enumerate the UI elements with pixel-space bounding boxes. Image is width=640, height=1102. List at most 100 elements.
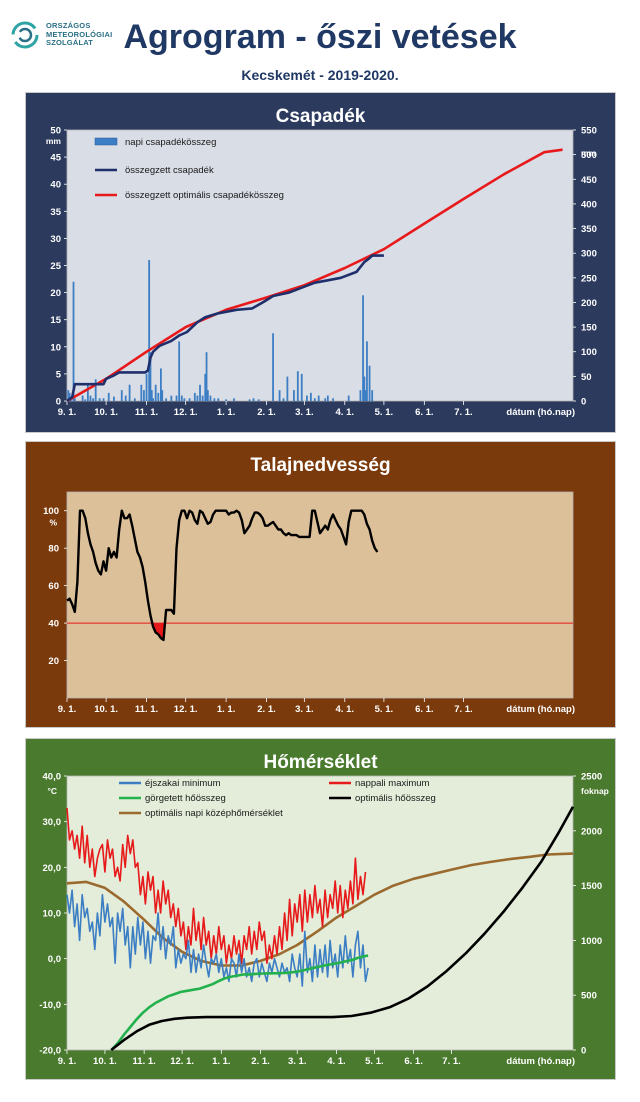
daily-precip-bar <box>68 392 71 401</box>
x-tick-label: 5. 1. <box>375 407 394 418</box>
daily-precip-bar <box>347 395 350 401</box>
daily-precip-bar <box>233 398 235 401</box>
y-tick-label: 60 <box>48 581 59 592</box>
y2-tick-label: 50 <box>581 372 592 383</box>
x-tick-label: 9. 1. <box>58 407 77 418</box>
x-axis-label: dátum (hó.nap) <box>506 407 575 418</box>
daily-precip-bar <box>359 390 362 401</box>
y2-tick-label: 350 <box>581 224 597 235</box>
y-tick-label: 10,0 <box>43 909 62 920</box>
x-axis-label: dátum (hó.nap) <box>506 704 575 715</box>
daily-precip-bar <box>201 395 204 401</box>
y-tick-label: 5 <box>56 369 62 380</box>
daily-precip-bar <box>102 398 105 401</box>
logo-line-3: SZOLGÁLAT <box>46 38 94 47</box>
y2-tick-label: 250 <box>581 273 597 284</box>
y2-axis-unit: mm <box>581 148 597 158</box>
y-tick-label: 15 <box>50 315 61 326</box>
daily-precip-bar <box>183 398 186 401</box>
daily-precip-bar <box>300 373 303 401</box>
daily-precip-bar <box>252 398 255 401</box>
x-tick-label: 12. 1. <box>174 704 198 715</box>
y-tick-label: 0,0 <box>48 954 61 965</box>
daily-precip-bar <box>84 399 87 401</box>
temperature-chart: Hőmérséklet -20,0 -10,0 0,0 10,0 20,0 30,0 40,0… <box>25 738 616 1080</box>
daily-precip-bar <box>140 384 143 401</box>
legend-label-3: optimális hőösszeg <box>355 793 436 804</box>
y-tick-label: 0 <box>56 397 61 408</box>
x-axis-label: dátum (hó.nap) <box>506 1056 575 1067</box>
y2-tick-label: 450 <box>581 175 597 186</box>
y2-tick-label: 0 <box>581 1046 586 1057</box>
legend-label-daily: napi csapadékösszeg <box>125 137 216 148</box>
x-tick-label: 7. 1. <box>454 407 473 418</box>
y-tick-label: 40 <box>48 619 59 630</box>
plot-area <box>66 775 574 1051</box>
daily-precip-bar <box>193 392 196 401</box>
daily-precip-bar <box>293 390 295 401</box>
x-tick-label: 2. 1. <box>251 1056 269 1067</box>
legend-label-cumulative: összegzett csapadék <box>125 165 214 176</box>
daily-precip-bar <box>124 395 127 401</box>
x-tick-label: 4. 1. <box>327 1056 346 1067</box>
panel-border <box>25 92 616 433</box>
y-tick-label: 50 <box>50 126 61 137</box>
x-tick-label: 1. 1. <box>217 407 236 418</box>
daily-precip-bar <box>278 390 281 401</box>
daily-precip-bar <box>107 392 110 401</box>
y-tick-label: -20,0 <box>39 1046 61 1057</box>
x-tick-label: 12. 1. <box>170 1056 194 1067</box>
soil-moisture-chart: Talajnedvesség 20 40 60 80 100% 9. 1. 10. 1. 11.… <box>25 441 616 728</box>
y-tick-label: 45 <box>50 153 61 164</box>
chart-title: Hőmérséklet <box>263 752 378 773</box>
precipitation-chart-panel: Csapadék 0 5 10 15 20 25 30 35 40 45 50 mm 0 50 100 150 2… <box>25 92 616 433</box>
daily-precip-bar <box>133 398 136 401</box>
x-tick-label: 3. 1. <box>288 1056 307 1067</box>
daily-precip-bar <box>94 379 97 401</box>
y2-tick-label: 1500 <box>581 881 602 892</box>
logo-line-1: ORSZÁGOS <box>46 21 91 30</box>
daily-precip-bar <box>175 395 178 401</box>
panel-border <box>25 441 616 728</box>
daily-precip-bar <box>89 395 92 401</box>
y-axis-unit: % <box>49 518 57 528</box>
x-tick-label: 10. 1. <box>94 704 118 715</box>
x-tick-label: 10. 1. <box>94 407 118 418</box>
x-tick-label: 3. 1. <box>295 704 314 715</box>
cumulative-precip-line <box>66 254 384 403</box>
x-tick-label: 2. 1. <box>257 407 276 418</box>
y-tick-label: 30 <box>50 234 61 245</box>
y-tick-label: 40,0 <box>43 772 62 783</box>
x-tick-label: 9. 1. <box>58 704 77 715</box>
y-axis-unit: mm <box>46 136 62 146</box>
legend-label-4: optimális napi középhőmérséklet <box>145 808 283 819</box>
daily-precip-bar <box>148 260 151 401</box>
x-tick-label: 1. 1. <box>217 704 236 715</box>
x-tick-label: 6. 1. <box>415 704 434 715</box>
legend-label-1: nappali maximum <box>355 778 430 789</box>
y-tick-label: 20 <box>50 288 61 299</box>
y2-tick-label: 400 <box>581 199 597 210</box>
x-tick-label: 4. 1. <box>336 407 355 418</box>
daily-precip-bar <box>213 398 216 401</box>
rolling-heat-sum-line <box>110 954 369 1051</box>
daily-precip-bar <box>282 398 285 401</box>
y-tick-label: 10 <box>50 342 61 353</box>
y-tick-label: 25 <box>50 261 61 272</box>
x-tick-label: 7. 1. <box>442 1056 461 1067</box>
daily-precip-bar <box>371 390 374 401</box>
y2-axis-unit: foknap <box>581 786 609 796</box>
y-tick-label: 35 <box>50 207 61 218</box>
daily-precip-bar <box>149 352 152 401</box>
daily-precip-bar <box>128 384 131 401</box>
y-tick-label: 80 <box>48 544 59 555</box>
y-tick-label: 100 <box>43 506 59 517</box>
daily-precip-bar <box>152 398 154 401</box>
optimal-cumulative-precip-line <box>66 148 563 403</box>
legend-label-optimal: összegzett optimális csapadékösszeg <box>125 190 284 201</box>
x-tick-label: 11. 1. <box>133 1056 156 1067</box>
daily-precip-bar <box>324 398 327 401</box>
daily-precip-bar <box>161 390 164 401</box>
y-tick-label: 30,0 <box>43 817 62 828</box>
plot-area <box>66 491 574 699</box>
